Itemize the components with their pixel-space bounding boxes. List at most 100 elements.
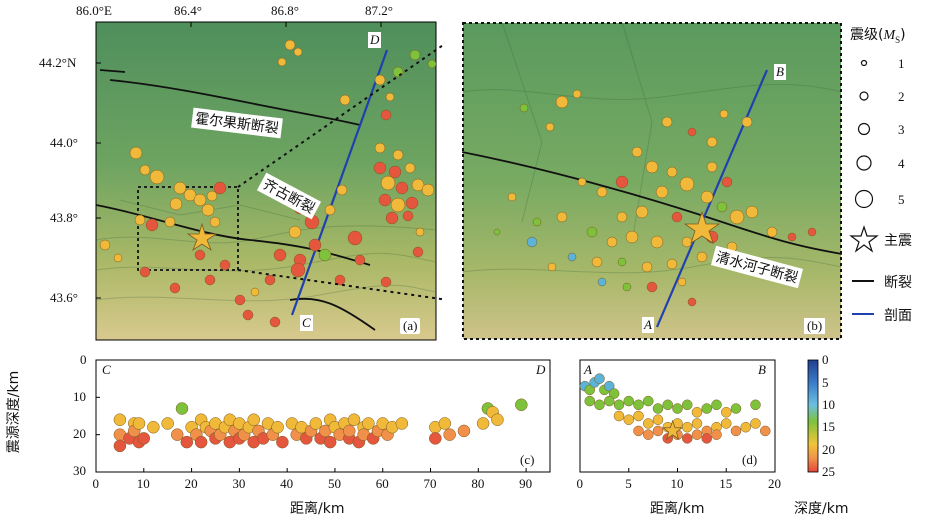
profile-c-xtick-7: 70 [423, 476, 437, 491]
profile-d-point-8 [594, 399, 605, 411]
profile-end-b: B [774, 64, 786, 80]
profile-d-xtick-0: 0 [576, 476, 584, 491]
lat-tick-1: 44.2°N [39, 55, 77, 70]
profile-d-point-42 [652, 425, 664, 437]
profile-d-point-28 [652, 414, 664, 425]
profile-d-point-46 [691, 429, 703, 440]
profile-d-point-32 [691, 418, 703, 429]
legend-symbols [849, 59, 879, 315]
profile-d-point-39 [760, 425, 771, 437]
profile-d-point-6 [608, 388, 620, 399]
profile-c-xlabel: 距离/km [290, 501, 345, 517]
profile-d-point-20 [711, 399, 722, 411]
profile-c-point-7 [132, 417, 146, 430]
profile-c-point-64 [395, 417, 409, 430]
profile-d-point-48 [711, 429, 722, 440]
lon-tick-2: 86.4° [174, 3, 202, 18]
profile-c-xtick-2: 20 [184, 476, 198, 491]
inset-box [137, 186, 239, 271]
panel-label-a: (a) [400, 318, 421, 334]
lon-tick-3: 86.8° [271, 3, 299, 18]
profile-d-point-23 [750, 399, 761, 411]
profile-d-point-12 [633, 399, 644, 411]
profile-d-point-18 [691, 407, 703, 418]
colorbar-tick-5: 5 [822, 375, 829, 390]
profile-d-xtick-3: 15 [719, 476, 733, 491]
profile-c-point-32 [247, 413, 260, 426]
profile-d-point-36 [730, 425, 742, 437]
profile-c-point-66 [429, 432, 442, 445]
legend-star-icon [849, 225, 879, 253]
profile-d-point-41 [643, 429, 654, 440]
profile-c-xtick-9: 90 [519, 476, 533, 491]
profile-d-point-21 [721, 407, 732, 418]
profile-d-point-3 [594, 373, 605, 384]
lat-tick-2: 44.0° [50, 135, 78, 150]
profile-d-point-9 [604, 395, 615, 407]
profile-c-xtick-4: 40 [280, 476, 294, 491]
legend-mainshock: 主震 [884, 233, 912, 249]
map-a-svg [95, 21, 463, 341]
profile-d-points [579, 373, 771, 444]
colorbar-tick-20: 20 [822, 442, 835, 457]
profile-d-point-40 [633, 425, 644, 437]
profile-d-xtick-1: 5 [625, 476, 632, 491]
profile-c-point-54 [347, 413, 361, 426]
profile-d-point-47 [701, 433, 712, 444]
profile-c-point-38 [276, 435, 289, 449]
profile-c-ytick-20: 20 [73, 426, 86, 441]
events-map-b [493, 89, 817, 307]
profile-c-ytick-0: 0 [80, 352, 87, 367]
map-panel-a: 86.0°E 86.4° 86.8° 87.2° 44.2°N 44.0° 43… [0, 0, 463, 345]
legend-mag-2: 2 [898, 89, 905, 104]
profile-c-point-37 [271, 420, 284, 434]
legend: 震级(MS) 1 2 3 4 5 主震 断裂 剖面 [848, 24, 940, 334]
profile-c-ytick-30: 30 [73, 463, 86, 478]
profile-c-xtick-6: 60 [375, 476, 389, 491]
profile-d-point-35 [721, 418, 732, 429]
profile-d-point-19 [701, 403, 712, 414]
profile-end-c: C [300, 315, 313, 331]
profile-c-point-8 [137, 432, 151, 445]
profile-c-point-53 [343, 424, 356, 438]
profile-d-point-14 [652, 403, 664, 414]
profile-c-point-10 [161, 417, 174, 430]
profile-d-mainshock-star [661, 419, 684, 440]
profile-c-point-9 [147, 420, 160, 434]
profile-c-xtick-3: 30 [232, 476, 246, 491]
profile-c-point-58 [362, 417, 375, 430]
profile-c-point-11 [175, 402, 189, 415]
profile-d-point-5 [604, 380, 615, 392]
profile-d-point-10 [613, 399, 625, 411]
profile-c-point-12 [170, 428, 184, 441]
profile-d-point-26 [633, 410, 644, 422]
profile-c-left-end: C [102, 362, 111, 377]
profile-c-svg [95, 359, 551, 473]
colorbar-tick-10: 10 [822, 397, 835, 412]
profile-c-ticks [95, 359, 527, 473]
profile-d-point-31 [682, 421, 693, 433]
profile-d-right-end: B [758, 362, 766, 377]
profile-c-point-70 [476, 417, 490, 430]
profile-end-d: D [368, 32, 382, 48]
profile-d-ticks [579, 468, 776, 472]
profile-c-xtick-1: 10 [136, 476, 150, 491]
profile-d-xlabel: 距离/km [650, 501, 705, 517]
profile-d-left-end: A [584, 362, 592, 377]
profile-d-svg [579, 359, 776, 473]
profile-d-point-45 [682, 433, 693, 444]
lon-tick-4: 87.2° [365, 3, 393, 18]
mainshock-star-a [186, 222, 218, 252]
profile-c-point-0 [113, 413, 127, 426]
profile-c-ytick-10: 10 [73, 389, 86, 404]
panel-label-c: (c) [520, 452, 535, 467]
colorbar-tick-25: 25 [822, 464, 835, 479]
lon-tick-1: 86.0°E [76, 3, 112, 18]
mainshock-star-b [683, 210, 721, 244]
colorbar-svg [807, 359, 819, 473]
profile-c-point-73 [491, 413, 504, 426]
profile-d-point-11 [623, 395, 634, 407]
map-panel-b: 清水河子断裂 B A (b) [461, 21, 843, 340]
profile-d-xtick-2: 10 [670, 476, 684, 491]
profile-c-point-17 [194, 435, 208, 449]
